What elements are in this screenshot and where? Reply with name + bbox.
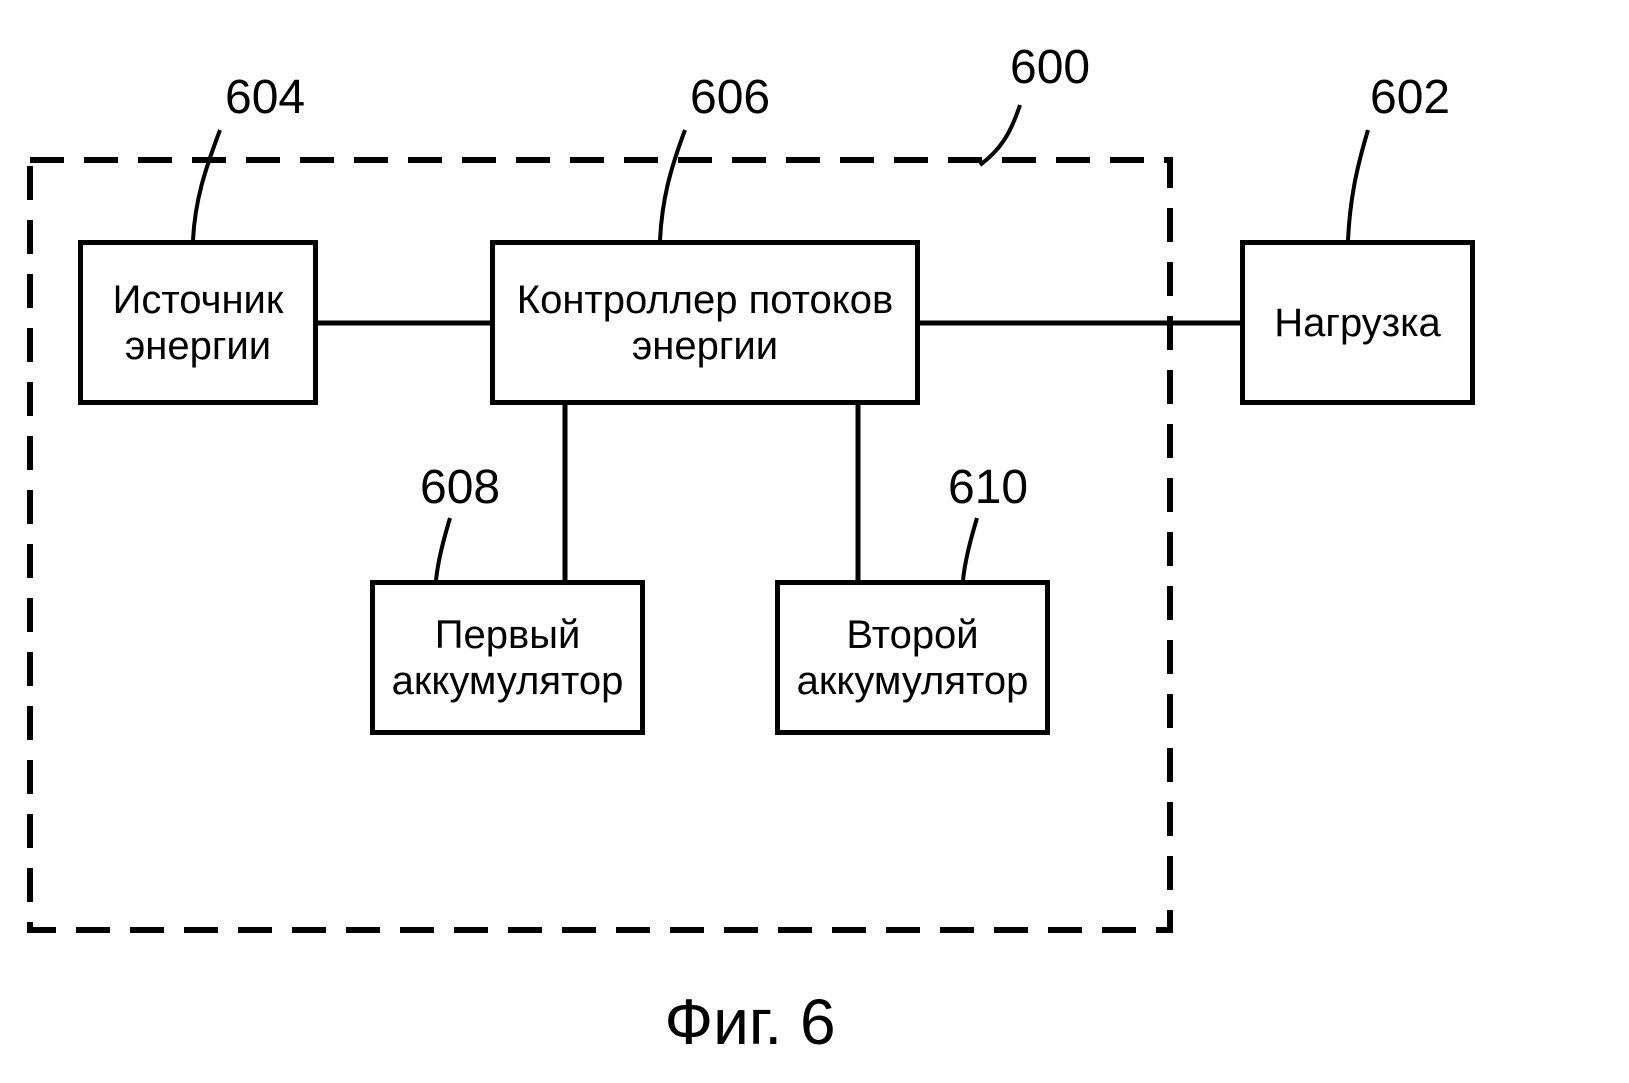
ref-604: 604 — [225, 70, 305, 125]
block-flow-controller: Контроллер потоковэнергии — [490, 240, 920, 405]
block-energy-source-label: Источникэнергии — [113, 277, 284, 369]
leader-600 — [980, 105, 1020, 165]
diagram-lines — [0, 0, 1629, 1083]
block-load-label: Нагрузка — [1274, 300, 1440, 346]
figure-caption: Фиг. 6 — [550, 985, 950, 1059]
ref-608: 608 — [420, 460, 500, 515]
block-battery-2-label: Второйаккумулятор — [797, 612, 1029, 704]
leader-602 — [1348, 130, 1368, 240]
block-energy-source: Источникэнергии — [78, 240, 318, 405]
block-battery-1: Первыйаккумулятор — [370, 580, 645, 735]
block-flow-controller-label: Контроллер потоковэнергии — [517, 277, 893, 369]
ref-602: 602 — [1370, 70, 1450, 125]
block-battery-2: Второйаккумулятор — [775, 580, 1050, 735]
leader-604 — [193, 130, 220, 240]
diagram-stage: Источникэнергии Контроллер потоковэнерги… — [0, 0, 1629, 1083]
ref-606: 606 — [690, 70, 770, 125]
block-battery-1-label: Первыйаккумулятор — [392, 612, 624, 704]
ref-610: 610 — [948, 460, 1028, 515]
leader-606 — [660, 130, 685, 240]
ref-600: 600 — [1010, 40, 1090, 95]
leader-608 — [436, 518, 450, 580]
leader-610 — [963, 518, 977, 580]
block-load: Нагрузка — [1240, 240, 1475, 405]
